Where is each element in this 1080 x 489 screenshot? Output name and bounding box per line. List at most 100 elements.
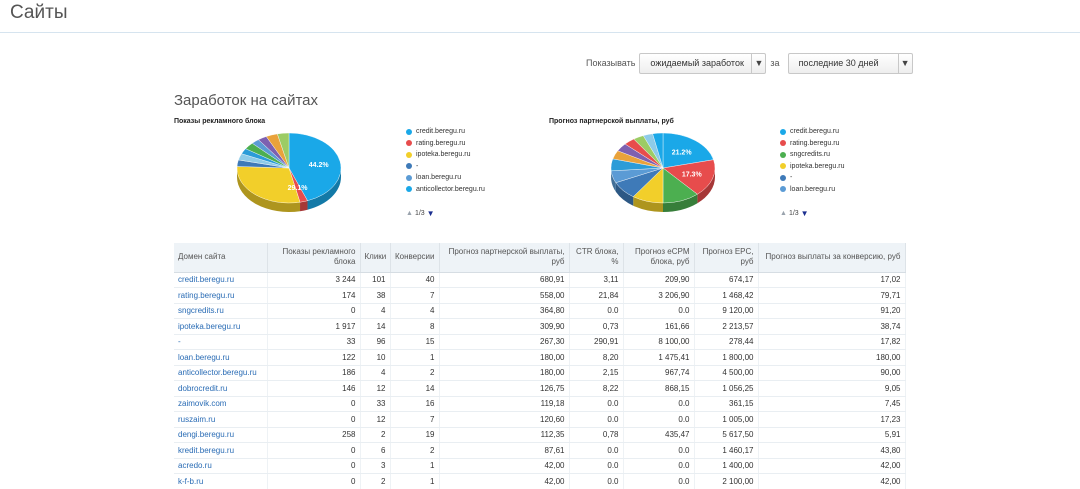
- table-cell: 33: [267, 334, 361, 350]
- table-row: sngcredits.ru 0 4 4 364,80 0.0 0.0 9 120,00 91,2…: [174, 303, 906, 319]
- legend-item[interactable]: -: [406, 161, 485, 173]
- legend-label: anticollector.beregu.ru: [416, 185, 485, 193]
- arrow-up-icon[interactable]: ▲: [406, 210, 413, 217]
- table-cell: 126,75: [439, 380, 570, 397]
- period-select[interactable]: последние 30 дней ▼: [787, 52, 913, 74]
- legend-label: credit.beregu.ru: [790, 128, 840, 136]
- legend-item[interactable]: -: [780, 172, 844, 184]
- table-cell: 2: [390, 365, 440, 381]
- column-header-payout-per-conversion[interactable]: Прогноз выплаты за конверсию, руб: [758, 243, 906, 273]
- table-cell: 0.0: [569, 303, 624, 319]
- table-cell: 161,66: [623, 318, 695, 335]
- table-cell: 0.0: [623, 411, 695, 428]
- domain-link[interactable]: dobrocredit.ru: [174, 380, 268, 397]
- domain-link[interactable]: kredit.beregu.ru: [174, 442, 268, 459]
- arrow-down-icon[interactable]: ▼: [426, 209, 435, 218]
- domain-link[interactable]: k-f-b.ru: [174, 473, 268, 489]
- table-cell: 1 460,17: [694, 442, 759, 459]
- table-cell: 9 120,00: [694, 303, 759, 319]
- domain-link[interactable]: acredo.ru: [174, 458, 268, 474]
- table-row: credit.beregu.ru 3 244 101 40 680,91 3,11 209,…: [174, 272, 906, 288]
- legend-item[interactable]: credit.beregu.ru: [406, 126, 485, 138]
- table-cell: 435,47: [623, 427, 695, 443]
- table-row: anticollector.beregu.ru 186 4 2 180,00 2,15 96…: [174, 365, 906, 381]
- column-header-ctr[interactable]: CTR блока, %: [569, 243, 624, 273]
- table-cell: 309,90: [439, 318, 570, 335]
- pie-slice-side: [697, 168, 715, 204]
- pie-slice[interactable]: [277, 132, 290, 169]
- chart-title-payout-forecast: Прогноз партнерской выплаты, руб: [549, 118, 674, 125]
- legend-item[interactable]: loan.beregu.ru: [780, 184, 844, 196]
- table-cell: 119,18: [439, 396, 570, 412]
- table-row: zaimovik.com 0 33 16 119,18 0.0 0.0 361,15 7,45: [174, 396, 906, 412]
- table-cell: 79,71: [758, 287, 906, 304]
- pie-slice[interactable]: [652, 132, 664, 169]
- pie-slice-side: [663, 194, 698, 212]
- arrow-down-icon[interactable]: ▼: [800, 209, 809, 218]
- chevron-down-icon[interactable]: ▼: [897, 53, 912, 73]
- column-header-impressions[interactable]: Показы рекламного блока: [267, 243, 361, 273]
- table-cell: 0: [267, 396, 361, 412]
- arrow-up-icon[interactable]: ▲: [780, 210, 787, 217]
- domain-link[interactable]: anticollector.beregu.ru: [174, 365, 268, 381]
- table-cell: 1 468,42: [694, 287, 759, 304]
- table-cell: 43,80: [758, 442, 906, 459]
- table-cell: 14: [360, 318, 391, 335]
- domain-link[interactable]: loan.beregu.ru: [174, 349, 268, 366]
- domain-link[interactable]: zaimovik.com: [174, 396, 268, 412]
- pie-slice[interactable]: [288, 132, 342, 201]
- period-select-value: последние 30 дней: [798, 58, 879, 68]
- domain-link[interactable]: ruszaim.ru: [174, 411, 268, 428]
- domain-link[interactable]: -: [174, 334, 268, 350]
- pie-slice-side: [633, 196, 663, 212]
- legend-marker-icon: [406, 186, 412, 193]
- chevron-down-icon[interactable]: ▼: [751, 53, 765, 73]
- column-header-clicks[interactable]: Клики: [360, 243, 391, 273]
- table-cell: 278,44: [694, 334, 759, 350]
- legend-marker-icon: [780, 140, 786, 147]
- metric-select[interactable]: ожидаемый заработок ▼: [639, 52, 767, 74]
- payout-pie-chart: 21.2% 17.3%: [610, 132, 716, 212]
- table-cell: 1 005,00: [694, 411, 759, 428]
- domain-link[interactable]: sngcredits.ru: [174, 303, 268, 319]
- table-cell: 12: [360, 380, 391, 397]
- column-header-payout-forecast[interactable]: Прогноз партнерской выплаты, руб: [439, 243, 570, 273]
- legend-item[interactable]: ipoteka.beregu.ru: [406, 149, 485, 161]
- table-cell: 1 475,41: [623, 349, 695, 366]
- legend-marker-icon: [406, 163, 412, 170]
- table-cell: 3 244: [267, 272, 361, 288]
- legend-item[interactable]: rating.beregu.ru: [406, 138, 485, 150]
- pager-text: 1/3: [414, 210, 425, 217]
- table-cell: 0: [267, 458, 361, 474]
- column-header-conversions[interactable]: Конверсии: [390, 243, 440, 273]
- legend-item[interactable]: credit.beregu.ru: [780, 126, 844, 138]
- column-header-ecpm[interactable]: Прогноз eCPM блока, руб: [623, 243, 695, 273]
- section-title: Заработок на сайтах: [174, 92, 319, 109]
- table-cell: 0,78: [569, 427, 624, 443]
- table-cell: 361,15: [694, 396, 759, 412]
- legend-item[interactable]: anticollector.beregu.ru: [406, 184, 485, 196]
- pie-slice[interactable]: [662, 159, 716, 195]
- table-cell: 1: [390, 473, 440, 489]
- column-header-domain[interactable]: Домен сайта: [174, 243, 268, 273]
- domain-link[interactable]: credit.beregu.ru: [174, 272, 268, 288]
- table-cell: 5,91: [758, 427, 906, 443]
- table-cell: 4: [390, 303, 440, 319]
- legend-item[interactable]: rating.beregu.ru: [780, 138, 844, 150]
- filter-bar: Показывать ожидаемый заработок ▼ за посл…: [586, 52, 913, 74]
- domain-link[interactable]: dengi.beregu.ru: [174, 427, 268, 443]
- legend-item[interactable]: loan.beregu.ru: [406, 172, 485, 184]
- domain-link[interactable]: rating.beregu.ru: [174, 287, 268, 304]
- table-cell: 1 056,25: [694, 380, 759, 397]
- domain-link[interactable]: ipoteka.beregu.ru: [174, 318, 268, 335]
- pie-slice[interactable]: [662, 132, 714, 169]
- legend-label: loan.beregu.ru: [790, 185, 836, 193]
- table-cell: 42,00: [758, 473, 906, 489]
- table-cell: 0.0: [569, 473, 624, 489]
- pie-slice[interactable]: [236, 166, 301, 204]
- legend-label: -: [416, 162, 419, 170]
- table-cell: 146: [267, 380, 361, 397]
- legend-item[interactable]: ipoteka.beregu.ru: [780, 161, 844, 173]
- legend-item[interactable]: sngcredits.ru: [780, 149, 844, 161]
- column-header-epc[interactable]: Прогноз EPC, руб: [694, 243, 759, 273]
